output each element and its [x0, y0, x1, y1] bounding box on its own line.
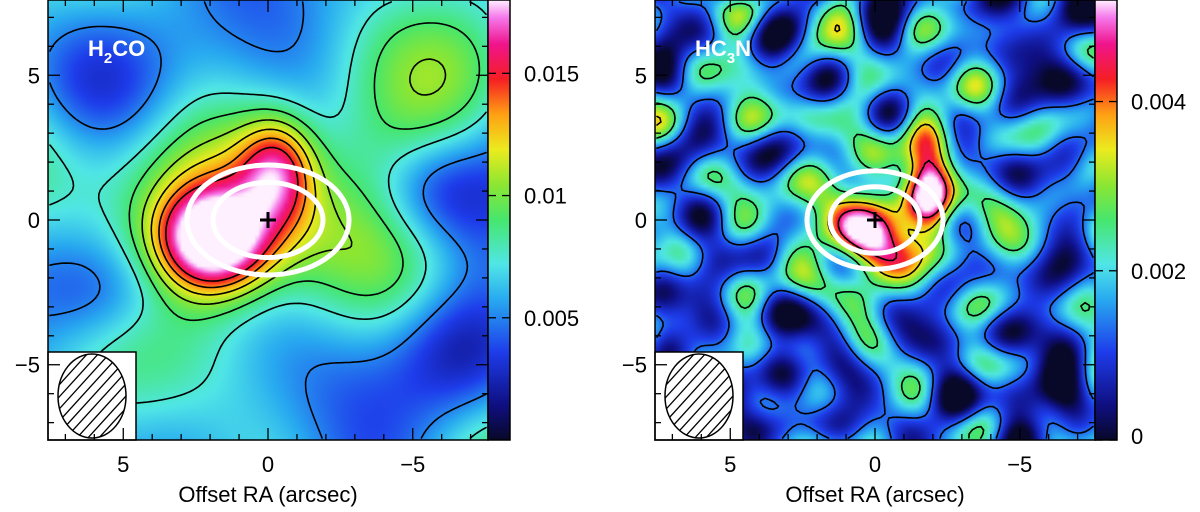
source-ellipse-0 [210, 179, 326, 261]
x-tick-label: 5 [724, 452, 736, 477]
x-tick-label: 0 [869, 452, 881, 477]
h2co-panel: 5 0 −5 5 0 −5 Offset RA (arcsec) H2CO 0.015 0.01 0… [15, 0, 579, 507]
x-axis-title: Offset RA (arcsec) [785, 482, 964, 507]
source-ellipse-0 [827, 184, 923, 256]
x-tick-label: 0 [262, 452, 274, 477]
contour-level-1 [656, 2, 1094, 439]
y-tick-label: −5 [622, 353, 647, 378]
contour-level-2 [128, 22, 481, 322]
beam-box [654, 351, 744, 441]
colorbar-tick-label: 0 [1131, 424, 1143, 449]
hc3n-panel: 5 0 −5 5 0 −5 Offset RA (arcsec) HC3N 0.004 0.002… [622, 0, 1186, 507]
x-tick-label: 5 [117, 452, 129, 477]
contour-level-5 [158, 137, 307, 289]
contour-level-0 [49, 1, 487, 439]
y-tick-label: 0 [635, 208, 647, 233]
source-ellipse-1 [804, 168, 946, 272]
source-ellipse-1 [184, 162, 352, 278]
beam-ellipse [57, 353, 127, 439]
colorbar-tick-label: 0.01 [524, 184, 567, 209]
x-tick-label: −5 [1007, 452, 1032, 477]
x-tick-label: −5 [400, 452, 425, 477]
y-tick-label: 0 [28, 208, 40, 233]
y-tick-label: 5 [635, 63, 647, 88]
colorbar-tick-label: 0.004 [1131, 90, 1186, 115]
colorbar [1094, 0, 1118, 441]
molecule-label: H2CO [88, 36, 145, 67]
beam-box [47, 351, 137, 441]
colorbar-tick-label: 0.005 [524, 306, 579, 331]
y-tick-label: −5 [15, 353, 40, 378]
phase-center-cross [867, 212, 883, 228]
molecule-label: HC3N [695, 36, 751, 67]
colorbar-tick-label: 0.002 [1131, 259, 1186, 284]
colorbar-tick-label: 0.015 [524, 61, 579, 86]
x-axis-title: Offset RA (arcsec) [178, 482, 357, 507]
y-tick-label: 5 [28, 63, 40, 88]
contour-level-1 [49, 1, 487, 439]
colorbar [487, 0, 511, 441]
beam-hatching [665, 354, 733, 438]
beam-ellipse [664, 353, 734, 439]
phase-center-cross [260, 212, 276, 228]
